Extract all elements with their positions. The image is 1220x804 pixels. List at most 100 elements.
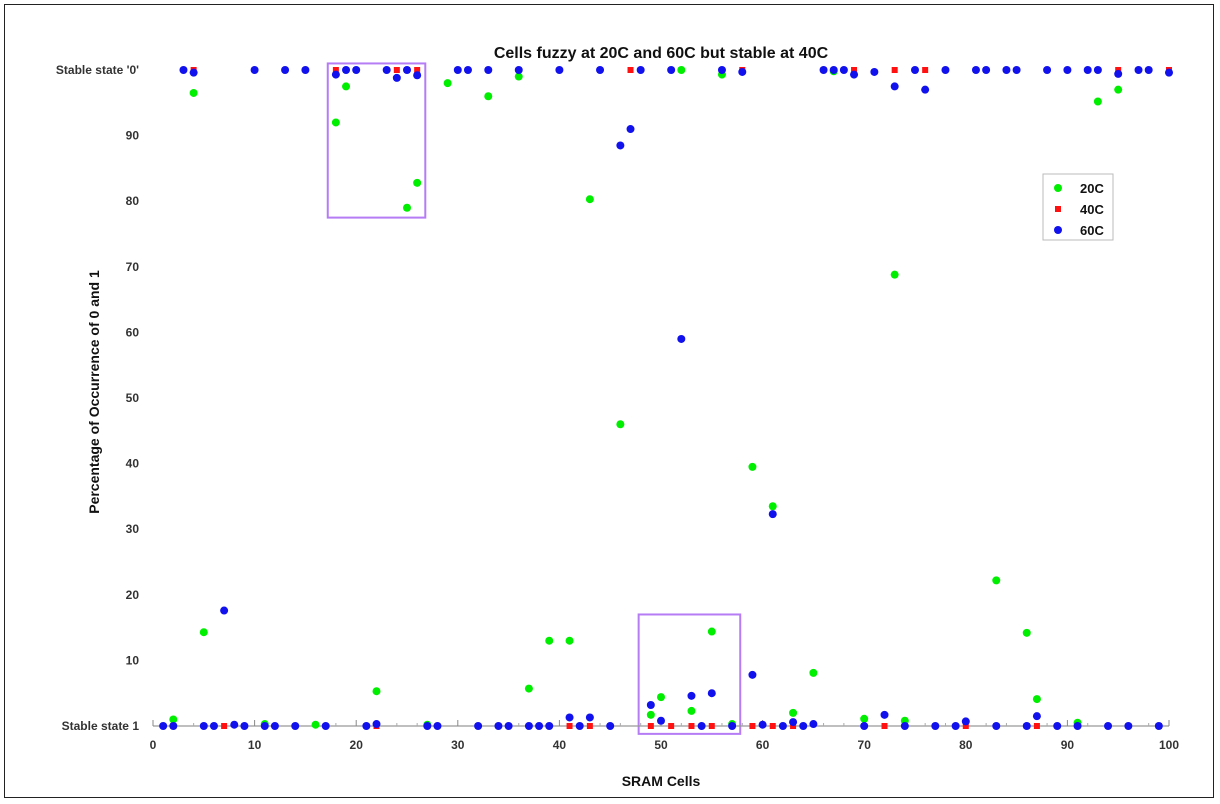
data-point-60c [606,722,615,730]
data-point-60c [626,125,635,134]
data-point-20c [992,576,1001,585]
data-point-60c [799,722,808,730]
data-point-60c [850,70,859,79]
data-point-60c [575,722,584,730]
data-point-40c [393,67,400,73]
data-point-20c [565,636,574,645]
data-point-60c [1083,66,1092,74]
data-point-60c [453,66,462,74]
data-point-60c [484,66,493,74]
data-point-60c [1002,66,1011,74]
data-point-60c [738,67,747,76]
data-point-40c [962,723,969,729]
chart-frame [4,4,1214,798]
data-point-60c [971,66,980,74]
data-point-60c [1043,66,1052,74]
data-point-60c [189,68,198,77]
data-point-60c [250,66,259,74]
x-tick-label: 70 [858,738,872,752]
data-point-20c [646,710,655,719]
data-point-20c [890,270,899,279]
data-point-60c [270,722,279,730]
data-point-60c [1032,712,1041,721]
data-point-60c [880,710,889,719]
data-point-20c [199,628,208,637]
y-tick-label: 30 [126,522,140,536]
y-tick-label: 90 [126,129,140,143]
legend-label: 20C [1080,181,1104,196]
data-point-20c [403,203,411,212]
legend-marker [1054,184,1062,192]
data-point-60c [1144,66,1153,74]
x-tick-label: 50 [654,738,668,752]
y-ticks: Stable state 1 10 20 30 40 50 60 70 80 90 Stable s… [56,63,139,733]
data-point-20c [1032,695,1041,704]
legend-label: 40C [1080,202,1104,217]
data-point-60c [342,66,351,74]
data-point-60c [1073,722,1082,730]
data-point-60c [687,691,696,700]
y-tick-label: Stable state 1 [62,719,140,733]
data-point-60c [951,722,960,730]
data-point-60c [372,720,381,729]
data-point-60c [900,722,909,730]
data-point-60c [474,722,483,730]
data-point-60c [1154,722,1163,730]
legend-marker [1055,206,1061,212]
y-tick-label: 20 [126,588,140,602]
x-tick-label: 40 [553,738,567,752]
data-point-40c [627,67,634,73]
highlight-box [326,62,427,219]
data-point-60c [403,66,411,74]
x-tick-label: 90 [1061,738,1075,752]
data-point-20c [514,72,523,81]
data-point-60c [179,66,188,74]
data-point-60c [1012,66,1021,74]
x-tick-label: 30 [451,738,465,752]
data-point-60c [667,66,676,74]
data-point-60c [240,722,249,730]
data-point-60c [1124,722,1133,730]
data-point-60c [362,722,371,730]
data-point-20c [443,79,452,88]
data-point-60c [159,722,168,730]
y-tick-label: Stable state '0' [56,63,139,77]
y-tick-label: 10 [126,653,140,667]
x-tick-label: 20 [350,738,364,752]
data-point-60c [1114,69,1123,78]
data-point-40c [647,723,654,729]
data-point-60c [921,85,930,94]
data-point-20c [524,684,533,693]
data-point-60c [555,66,564,74]
data-point-20c [372,687,381,696]
data-point-20c [169,715,178,724]
legend-marker [1054,226,1062,234]
data-point-60c [504,722,513,730]
data-point-40c [708,723,715,729]
data-point-60c [677,334,686,343]
data-point-60c [463,66,472,74]
data-point-40c [769,723,776,729]
y-tick-label: 50 [126,391,140,405]
data-point-20c [342,82,351,91]
data-point-60c [982,66,991,74]
data-point-60c [209,722,218,730]
data-point-20c [677,66,686,74]
data-point-60c [697,722,706,730]
data-point-20c [585,195,594,204]
data-point-60c [301,66,310,74]
data-point-60c [748,670,757,679]
data-point-20c [331,118,340,127]
data-point-60c [281,66,290,74]
data-point-60c [169,722,178,730]
y-tick-label: 80 [126,194,140,208]
data-point-60c [1165,68,1173,77]
x-tick-label: 60 [756,738,770,752]
data-point-60c [1134,66,1143,74]
data-point-40c [221,723,228,729]
data-point-20c [768,502,777,511]
data-point-60c [321,722,330,730]
data-point-60c [839,66,848,74]
data-point-60c [433,722,442,730]
